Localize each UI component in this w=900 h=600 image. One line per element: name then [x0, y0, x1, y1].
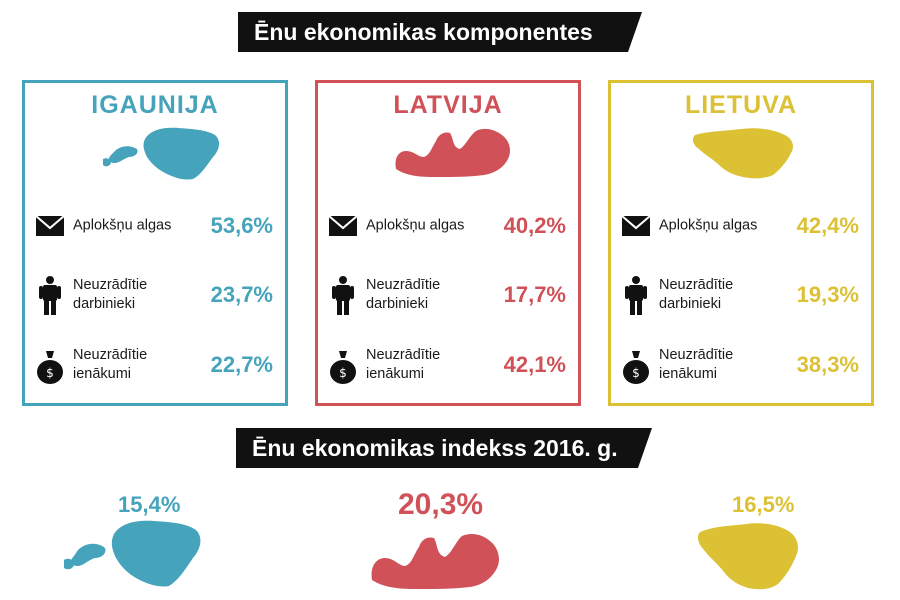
svg-text:$: $	[632, 366, 640, 380]
components-title-banner: Ēnu ekonomikas komponentes	[238, 12, 642, 52]
panel-estonia: IGAUNIJA Aplokšņu algas 53,6% Neuzrādīti…	[22, 80, 288, 406]
index-value-lithuania: 16,5%	[732, 492, 795, 517]
panel-latvia: LATVIJA Aplokšņu algas 40,2% Neuzrādītie…	[315, 80, 581, 406]
person-icon	[39, 276, 61, 315]
svg-text:$: $	[339, 366, 347, 380]
component-label: Aplokšņu algas	[659, 217, 758, 234]
component-label-line1: Neuzrādītie	[366, 347, 441, 363]
component-label-line2: ienākumi	[659, 366, 718, 382]
components-title: Ēnu ekonomikas komponentes	[254, 19, 593, 45]
country-name-latvia: LATVIJA	[393, 91, 503, 119]
component-row: Neuzrādītie darbinieki 19,3%	[621, 275, 861, 315]
component-label-line2: darbinieki	[73, 296, 136, 312]
country-name-estonia: IGAUNIJA	[91, 91, 219, 119]
component-label-line2: ienākumi	[366, 366, 425, 382]
component-row: Aplokšņu algas 42,4%	[621, 206, 861, 246]
component-value: 53,6%	[210, 213, 273, 238]
component-label-line2: darbinieki	[659, 296, 722, 312]
lithuania-map-large-icon	[697, 523, 798, 590]
svg-text:$: $	[46, 366, 54, 380]
component-row: Neuzrādītie darbinieki 23,7%	[35, 275, 275, 315]
index-value-estonia: 15,4%	[118, 492, 181, 517]
component-label-line1: Neuzrādītie	[73, 347, 148, 363]
component-row: $ Neuzrādītie ienākumi 38,3%	[621, 345, 861, 385]
component-row: Neuzrādītie darbinieki 17,7%	[328, 275, 568, 315]
component-label-line1: Neuzrādītie	[73, 277, 148, 293]
estonia-map-icon	[103, 127, 220, 180]
component-value: 42,1%	[503, 352, 566, 377]
component-label-line2: darbinieki	[366, 296, 429, 312]
component-row: Aplokšņu algas 40,2%	[328, 206, 568, 246]
person-icon	[332, 276, 354, 315]
component-value: 19,3%	[796, 282, 859, 307]
latvia-map-icon	[395, 128, 510, 177]
component-label: Aplokšņu algas	[73, 217, 172, 234]
estonia-map-large-icon	[64, 520, 201, 587]
component-value: 17,7%	[503, 282, 566, 307]
component-value: 22,7%	[210, 352, 273, 377]
envelope-icon	[328, 215, 358, 236]
component-row: $ Neuzrādītie ienākumi 22,7%	[35, 345, 275, 385]
component-value: 40,2%	[503, 213, 566, 238]
index-title: Ēnu ekonomikas indekss 2016. g.	[252, 435, 618, 461]
component-row: $ Neuzrādītie ienākumi 42,1%	[328, 345, 568, 385]
lithuania-map-icon	[692, 128, 793, 179]
panel-lithuania: LIETUVA Aplokšņu algas 42,4% Neuzrādītie…	[608, 80, 874, 406]
component-label-line1: Neuzrādītie	[659, 277, 734, 293]
component-label-line2: ienākumi	[73, 366, 132, 382]
component-label-line1: Neuzrādītie	[366, 277, 441, 293]
component-value: 23,7%	[210, 282, 273, 307]
component-label-line1: Neuzrādītie	[659, 347, 734, 363]
component-value: 38,3%	[796, 352, 859, 377]
money-bag-icon: $	[330, 351, 356, 384]
component-label: Aplokšņu algas	[366, 217, 465, 234]
component-value: 42,4%	[796, 213, 859, 238]
index-value-latvia: 20,3%	[398, 488, 484, 521]
component-row: Aplokšņu algas 53,6%	[35, 206, 275, 246]
money-bag-icon: $	[37, 351, 63, 384]
envelope-icon	[621, 215, 651, 236]
latvia-map-large-icon	[371, 533, 499, 589]
index-title-banner: Ēnu ekonomikas indekss 2016. g.	[236, 428, 652, 468]
country-name-lithuania: LIETUVA	[684, 91, 798, 119]
envelope-icon	[35, 215, 65, 236]
person-icon	[625, 276, 647, 315]
money-bag-icon: $	[623, 351, 649, 384]
